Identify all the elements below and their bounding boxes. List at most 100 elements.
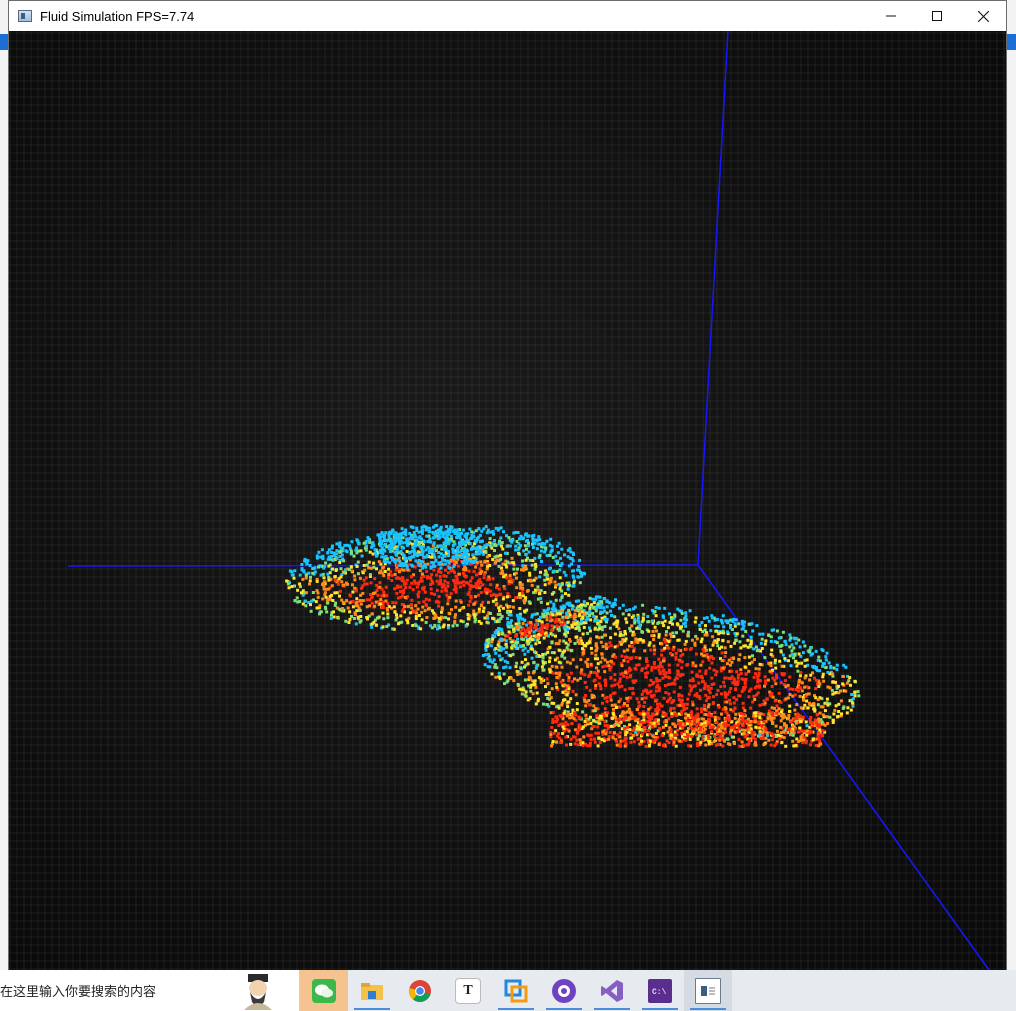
fluid-particle: [551, 740, 555, 743]
fluid-particle: [446, 559, 450, 563]
fluid-particle: [541, 655, 545, 659]
fluid-particle: [780, 643, 784, 647]
fluid-particle: [727, 619, 731, 623]
fluid-particle: [637, 730, 641, 734]
fluid-particle: [487, 554, 491, 557]
fluid-particle: [754, 672, 757, 676]
fluid-particle: [672, 690, 676, 694]
fluid-particle: [703, 707, 707, 711]
fluid-particle: [440, 606, 444, 610]
fluid-particle: [848, 676, 852, 680]
taskbar-virtualbox[interactable]: [492, 970, 540, 1011]
fluid-particle: [618, 705, 622, 709]
fluid-particle: [321, 554, 325, 558]
fluid-particle: [333, 591, 337, 595]
fluid-particle: [490, 672, 494, 676]
fluid-particle: [654, 732, 658, 735]
fluid-particle: [521, 644, 525, 648]
fluid-particle: [287, 586, 291, 590]
fluid-particle: [397, 570, 401, 574]
fluid-particle: [539, 596, 543, 600]
fluid-particle: [411, 537, 415, 541]
app-icon[interactable]: [18, 10, 32, 22]
fluid-particle: [746, 638, 750, 642]
fluid-particle: [388, 550, 392, 554]
fluid-particle: [579, 606, 583, 610]
fluid-particle: [505, 645, 509, 649]
fluid-particle: [432, 616, 436, 620]
fluid-particle: [325, 610, 329, 614]
fluid-particle: [752, 675, 756, 679]
fluid-particle: [356, 572, 360, 576]
fluid-particle: [468, 614, 472, 618]
fluid-particle: [842, 663, 846, 667]
fluid-particle: [432, 561, 435, 565]
fluid-particle: [737, 622, 741, 626]
fluid-particle: [461, 580, 465, 584]
maximize-button[interactable]: [914, 1, 960, 31]
fluid-particle: [617, 721, 621, 725]
fluid-particle: [654, 720, 658, 724]
taskbar-console[interactable]: C:\: [636, 970, 684, 1011]
fluid-particle: [534, 685, 538, 689]
fluid-particle: [528, 632, 531, 636]
fluid-particle: [742, 678, 746, 681]
fluid-particle: [486, 588, 490, 592]
fluid-particle: [737, 738, 741, 742]
fluid-particle: [452, 565, 456, 569]
fluid-simulation-window[interactable]: Fluid Simulation FPS=7.74: [8, 0, 1007, 970]
fluid-particle: [551, 633, 555, 637]
fluid-particle: [703, 685, 707, 689]
fluid-particle: [597, 736, 601, 740]
close-button[interactable]: [960, 1, 1006, 31]
taskbar-fluid-simulation[interactable]: [684, 970, 732, 1011]
fluid-particle: [389, 532, 393, 536]
taskbar-chrome[interactable]: [396, 970, 444, 1011]
fluid-particle: [557, 660, 561, 664]
fluid-particle: [719, 723, 723, 727]
fluid-particle: [387, 605, 391, 609]
fluid-particle: [561, 722, 565, 726]
fluid-particle: [317, 565, 320, 569]
fluid-particle: [684, 722, 687, 726]
fluid-particle: [640, 667, 644, 671]
fluid-particle: [551, 607, 555, 611]
title-bar[interactable]: Fluid Simulation FPS=7.74: [9, 1, 1006, 31]
fluid-particle: [805, 699, 809, 703]
fluid-particle: [577, 565, 581, 569]
fluid-particle: [498, 539, 501, 543]
fluid-particle: [642, 612, 646, 616]
fluid-particle: [600, 652, 604, 656]
fluid-particle: [445, 589, 449, 593]
render-viewport[interactable]: [9, 31, 1006, 970]
fluid-particle: [565, 613, 569, 617]
fluid-particle: [788, 645, 792, 649]
fluid-particle: [813, 665, 816, 669]
fluid-particle: [601, 701, 604, 705]
taskbar-typora[interactable]: T: [444, 970, 492, 1011]
fluid-particle: [577, 599, 581, 603]
taskbar-github[interactable]: [540, 970, 588, 1011]
fluid-particle: [596, 602, 600, 606]
taskbar-search[interactable]: 在这里输入你要搜索的内容: [0, 970, 300, 1011]
fluid-particle: [370, 601, 374, 605]
taskbar-wechat[interactable]: [300, 970, 348, 1011]
fluid-particle: [563, 683, 567, 687]
fluid-particle: [620, 727, 624, 731]
fluid-particle: [589, 646, 593, 650]
fluid-particle: [720, 645, 724, 649]
background-window-right[interactable]: [1006, 0, 1016, 970]
fluid-particle: [640, 720, 644, 724]
minimize-button[interactable]: [868, 1, 914, 31]
fluid-particle: [783, 658, 787, 662]
fluid-particle: [549, 613, 553, 617]
fluid-particle: [528, 630, 532, 634]
fluid-particle: [563, 627, 567, 631]
fluid-particle: [690, 722, 694, 726]
fluid-particle: [363, 582, 367, 586]
taskbar-visual-studio[interactable]: [588, 970, 636, 1011]
fluid-particle: [811, 671, 814, 675]
fluid-particle: [520, 568, 523, 572]
taskbar-file-explorer[interactable]: [348, 970, 396, 1011]
fluid-particle: [703, 628, 707, 632]
